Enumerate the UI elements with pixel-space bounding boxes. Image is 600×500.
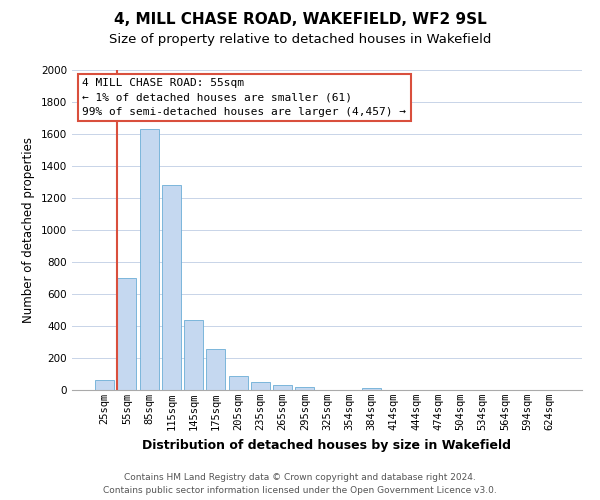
Bar [206, 349, 225, 390]
Bar [362, 388, 381, 390]
Bar [229, 376, 248, 390]
Bar [162, 185, 181, 390]
Bar [118, 278, 136, 390]
Bar [95, 380, 114, 390]
Text: Contains HM Land Registry data © Crown copyright and database right 2024.
Contai: Contains HM Land Registry data © Crown c… [103, 474, 497, 495]
Text: Size of property relative to detached houses in Wakefield: Size of property relative to detached ho… [109, 32, 491, 46]
Bar [140, 129, 158, 390]
Bar [184, 320, 203, 390]
Bar [273, 385, 292, 390]
Bar [295, 387, 314, 390]
Text: 4 MILL CHASE ROAD: 55sqm
← 1% of detached houses are smaller (61)
99% of semi-de: 4 MILL CHASE ROAD: 55sqm ← 1% of detache… [82, 78, 406, 117]
Y-axis label: Number of detached properties: Number of detached properties [22, 137, 35, 323]
Text: 4, MILL CHASE ROAD, WAKEFIELD, WF2 9SL: 4, MILL CHASE ROAD, WAKEFIELD, WF2 9SL [113, 12, 487, 28]
Bar [251, 382, 270, 390]
X-axis label: Distribution of detached houses by size in Wakefield: Distribution of detached houses by size … [143, 438, 511, 452]
